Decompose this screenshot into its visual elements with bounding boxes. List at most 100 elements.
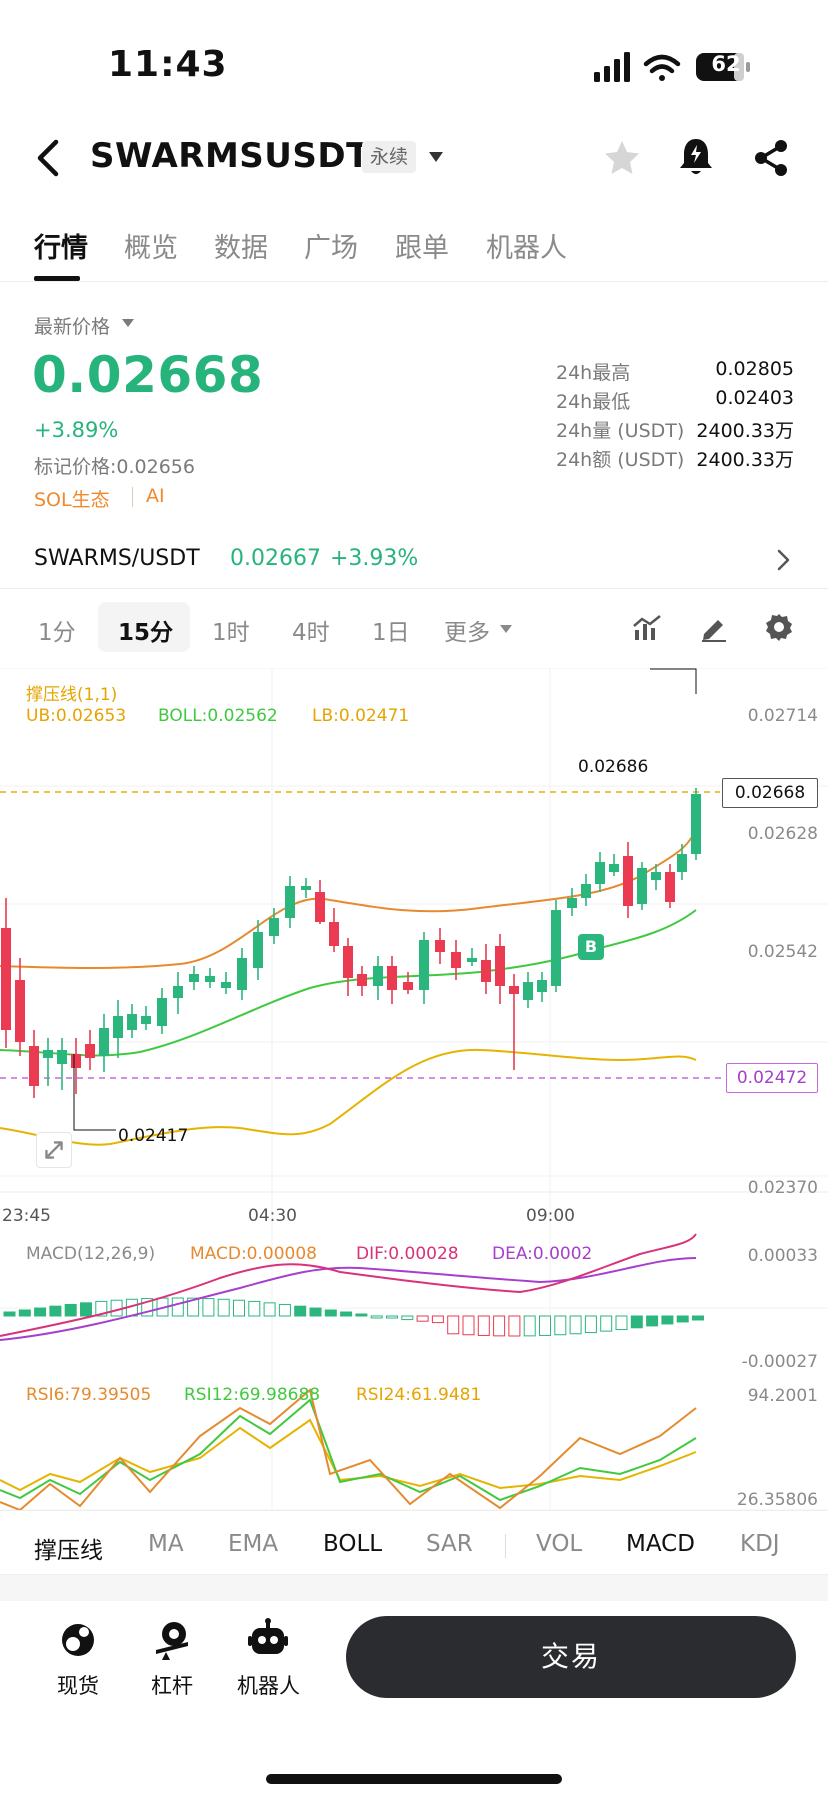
tag-sol-ecosystem[interactable]: SOL生态: [34, 489, 110, 511]
macd-histogram-bar: [615, 1315, 628, 1331]
y-axis-label: 0.02714: [747, 706, 818, 726]
macd-histogram-bar: [49, 1305, 62, 1317]
indicator-separator: [505, 1534, 506, 1558]
back-icon[interactable]: [30, 136, 70, 180]
macd-histogram-bar: [584, 1315, 597, 1334]
candle-body: [329, 922, 339, 946]
macd-histogram-bar: [401, 1315, 414, 1321]
latest-price-label[interactable]: 最新价格: [34, 316, 111, 338]
divider: [0, 1574, 828, 1575]
macd-histogram-bar: [355, 1313, 368, 1317]
candle-body: [435, 940, 445, 952]
candle-body: [481, 960, 491, 982]
spot-pair-name[interactable]: SWARMS/USDT: [34, 546, 200, 571]
stat-value-low: 0.02403: [715, 387, 794, 409]
macd-y-bottom: -0.00027: [741, 1352, 818, 1372]
indicator-tab-macd[interactable]: MACD: [626, 1531, 695, 1557]
tab-overview[interactable]: 概览: [124, 233, 178, 264]
y-axis-label: 0.02542: [747, 942, 818, 962]
x-axis-label: 09:00: [526, 1206, 575, 1226]
candle-body: [651, 872, 661, 880]
buy-marker[interactable]: B: [578, 934, 604, 960]
bell-alert-icon[interactable]: [676, 136, 716, 178]
timeframe-1d[interactable]: 1日: [372, 620, 410, 646]
macd-histogram-bar: [80, 1302, 92, 1317]
star-icon[interactable]: [602, 138, 642, 178]
timeframe-more[interactable]: 更多: [444, 620, 490, 646]
tab-market[interactable]: 行情: [34, 233, 88, 264]
nav-label-bot[interactable]: 机器人: [237, 1674, 300, 1698]
macd-histogram-bar: [431, 1315, 444, 1324]
y-axis-label: 0.02370: [747, 1178, 818, 1198]
high-leader-line: [650, 668, 697, 694]
timeframe-1m[interactable]: 1分: [38, 620, 76, 646]
tab-data[interactable]: 数据: [214, 233, 268, 264]
tag-separator: [132, 487, 133, 507]
nav-label-spot[interactable]: 现货: [57, 1674, 99, 1698]
indicator-tab-sar[interactable]: SAR: [426, 1531, 473, 1557]
current-price-tag: 0.02668: [722, 778, 818, 808]
caret-down-icon[interactable]: [428, 150, 444, 164]
macd-histogram-bar: [324, 1309, 337, 1317]
mark-price: 标记价格:0.02656: [34, 456, 195, 478]
timeframe-4h[interactable]: 4时: [292, 620, 330, 646]
leverage-icon[interactable]: [152, 1620, 192, 1660]
candle-body: [285, 886, 295, 918]
robot-icon[interactable]: [248, 1618, 288, 1658]
tab-bot[interactable]: 机器人: [486, 233, 567, 264]
indicator-tab-ema[interactable]: EMA: [228, 1531, 279, 1557]
section-gap: [0, 1575, 828, 1601]
candle-body: [467, 958, 477, 962]
macd-histogram-bar: [309, 1307, 322, 1317]
boll-lower-line: [0, 1048, 697, 1146]
candle-body: [57, 1050, 67, 1064]
pair-title[interactable]: SWARMSUSDT: [90, 136, 370, 176]
trade-button[interactable]: 交易: [346, 1616, 796, 1698]
caret-down-icon[interactable]: [500, 624, 512, 634]
stat-value-high: 0.02805: [715, 358, 794, 380]
macd-histogram-bar: [18, 1309, 31, 1317]
rsi6-value: RSI6:79.39505: [26, 1385, 152, 1405]
spot-pair-change[interactable]: +3.93%: [330, 546, 419, 571]
timeframe-15m[interactable]: 15分: [118, 620, 174, 646]
draw-pen-icon[interactable]: [698, 614, 728, 642]
spot-pair-price[interactable]: 0.02667: [230, 546, 321, 571]
indicator-tab-kdj[interactable]: KDJ: [740, 1531, 780, 1557]
indicator-icon[interactable]: [632, 614, 662, 642]
battery-icon: [696, 53, 750, 81]
macd-histogram-bar: [508, 1315, 521, 1337]
indicator-tab-boll[interactable]: BOLL: [323, 1531, 383, 1557]
candle-body: [495, 946, 505, 986]
macd-histogram-bar: [416, 1315, 429, 1322]
macd-value: MACD:0.00008: [190, 1244, 317, 1264]
tab-copy-trading[interactable]: 跟单: [395, 233, 449, 264]
timeframe-1h[interactable]: 1时: [212, 620, 250, 646]
chevron-right-icon[interactable]: [776, 548, 792, 572]
perpetual-badge[interactable]: 永续: [362, 141, 417, 173]
candle-body: [677, 854, 687, 872]
low-leader-line: [73, 1054, 116, 1131]
stat-label-high: 24h最高: [556, 362, 631, 384]
candle-body: [99, 1028, 109, 1056]
nav-label-leverage[interactable]: 杠杆: [151, 1674, 193, 1698]
macd-histogram-bar: [493, 1315, 506, 1337]
candlestick-chart[interactable]: [0, 668, 828, 1510]
gear-icon[interactable]: [764, 612, 794, 642]
candle-body: [221, 982, 231, 988]
candle-body: [189, 974, 199, 982]
spot-icon[interactable]: [58, 1620, 98, 1660]
macd-histogram-bar: [569, 1315, 582, 1335]
macd-histogram-bar: [447, 1315, 460, 1335]
tag-ai[interactable]: AI: [146, 485, 165, 507]
macd-histogram-bar: [233, 1299, 245, 1317]
candle-body: [315, 892, 325, 922]
caret-down-icon[interactable]: [122, 318, 134, 328]
candle-body: [357, 974, 367, 986]
indicator-tab-support[interactable]: 撑压线: [34, 1538, 103, 1564]
indicator-tab-vol[interactable]: VOL: [536, 1531, 583, 1557]
indicator-tab-ma[interactable]: MA: [148, 1531, 184, 1557]
dashed-line-price-tag: 0.02472: [726, 1063, 818, 1093]
tab-square[interactable]: 广场: [304, 233, 358, 264]
share-icon[interactable]: [752, 138, 790, 178]
expand-icon[interactable]: [36, 1132, 72, 1168]
